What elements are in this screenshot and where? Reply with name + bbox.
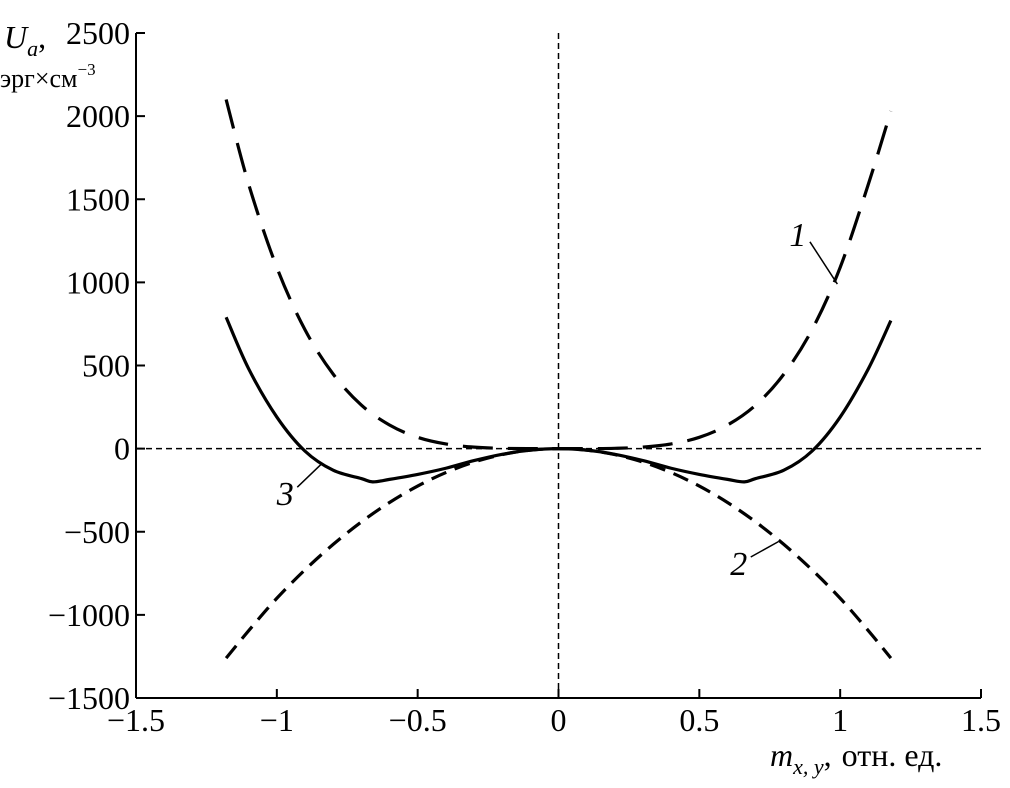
y-axis-label-sub: a	[27, 36, 38, 61]
y-tick-label: −500	[64, 514, 130, 550]
label-curve-3: 3	[276, 476, 294, 513]
y-tick-label: 1500	[66, 181, 130, 217]
y-tick-label: 500	[82, 348, 130, 384]
leader-curve-2	[750, 541, 779, 558]
y-axis-units-text: эрг×см	[0, 64, 77, 93]
x-tick-label: −1	[260, 702, 294, 738]
y-tick-label: 2000	[66, 98, 130, 134]
x-tick-label: −1.5	[107, 702, 165, 738]
y-tick-label: −1500	[48, 680, 130, 716]
y-tick-label: 0	[114, 431, 130, 467]
x-tick-label: 0	[551, 702, 567, 738]
curve-3	[224, 316, 893, 484]
leader-curve-3	[296, 463, 323, 488]
label-curve-2: 2	[730, 546, 747, 583]
y-axis-label-main: U	[4, 19, 29, 55]
y-axis-units-sup: −3	[77, 60, 95, 79]
y-axis-label-comma: ,	[38, 19, 46, 55]
annotations: 1 2 3	[276, 217, 838, 583]
x-tick-label: 0.5	[679, 702, 719, 738]
label-curve-1: 1	[789, 217, 806, 254]
y-tick-label: 2500	[66, 15, 130, 51]
x-tick-label: 1.5	[961, 702, 1001, 738]
x-axis-label-main: m	[770, 737, 793, 773]
y-axis-units: эрг×см−3	[0, 60, 96, 93]
y-tick-label: −1000	[48, 597, 130, 633]
x-axis-units: отн. ед.	[842, 737, 943, 773]
series-group	[224, 99, 893, 660]
x-tick-label: 1	[832, 702, 848, 738]
x-axis-label-sub: x, y	[792, 754, 824, 779]
y-tick-label: 1000	[66, 264, 130, 300]
x-axis-label-comma: ,	[824, 737, 832, 773]
axes: −1500 −1000 −500 0 500 1000 1500 2000 2500 −1.5 −1…	[48, 15, 1001, 738]
y-axis-label: Ua,	[4, 19, 46, 61]
leader-curve-1	[809, 241, 838, 285]
x-tick-label: −0.5	[389, 702, 447, 738]
reference-lines	[136, 33, 981, 698]
x-axis-label: mx, y, отн. ед.	[770, 737, 942, 779]
